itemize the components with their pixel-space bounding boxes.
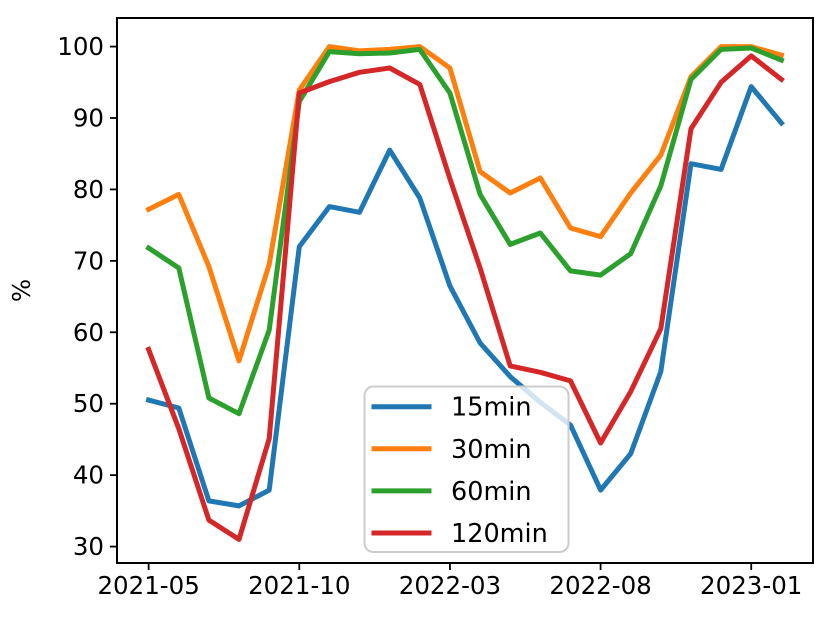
y-axis-tick-label: 50 <box>73 389 104 418</box>
legend-label-15min: 15min <box>451 393 532 423</box>
legend-label-120min: 120min <box>451 519 548 549</box>
y-axis-tick-label: 70 <box>73 246 104 275</box>
legend-box <box>363 385 570 553</box>
y-axis-tick-label: 30 <box>73 532 104 561</box>
x-axis-tick-label: 2022-03 <box>399 571 501 600</box>
x-axis-tick-label: 2021-10 <box>248 571 350 600</box>
y-axis-tick-label: 80 <box>73 175 104 204</box>
y-axis-tick-label: 40 <box>73 461 104 490</box>
y-axis-tick-label: 90 <box>73 104 104 133</box>
y-axis-label: % <box>7 279 36 302</box>
series-line-30min <box>145 44 785 364</box>
series-line-120min <box>145 53 785 542</box>
y-axis-tick-label: 100 <box>57 32 104 61</box>
x-axis-tick-label: 2021-05 <box>97 571 199 600</box>
legend-label-30min: 30min <box>451 435 532 465</box>
legend-label-60min: 60min <box>451 477 532 507</box>
x-axis-tick-label: 2023-01 <box>700 571 802 600</box>
y-axis-tick-label: 60 <box>73 318 104 347</box>
series-line-15min <box>145 84 785 509</box>
x-axis-tick-label: 2022-08 <box>549 571 651 600</box>
plot-border <box>116 17 814 564</box>
series-line-60min <box>145 45 785 417</box>
